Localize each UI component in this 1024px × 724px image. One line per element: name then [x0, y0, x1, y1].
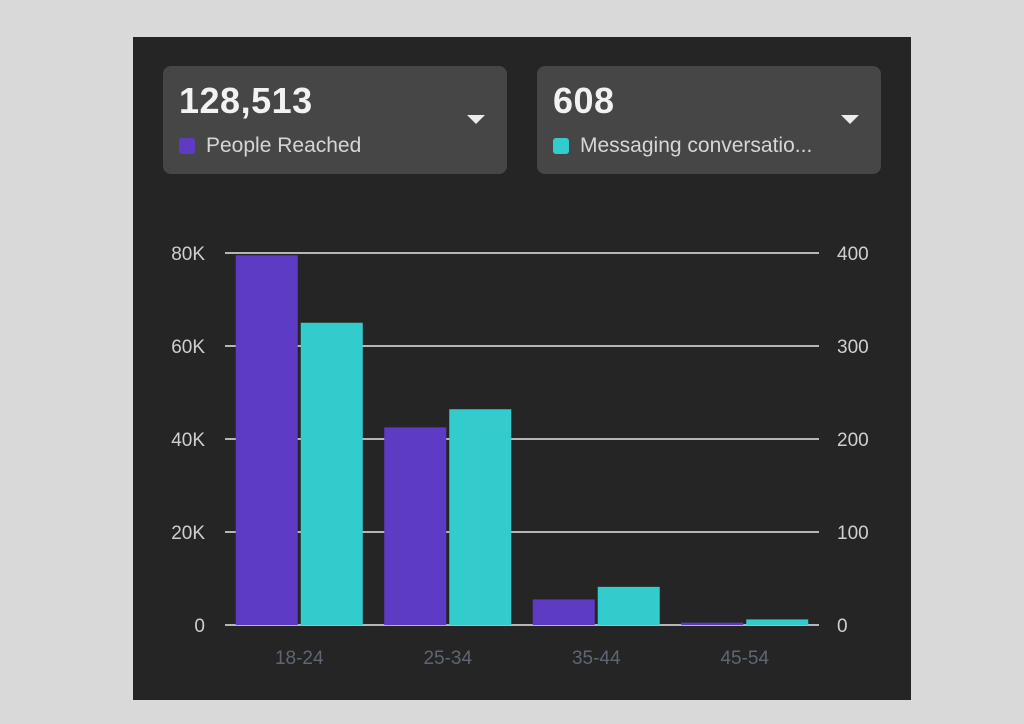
bar-messaging-25-34: [449, 409, 512, 625]
x-tick-label: 45-54: [720, 648, 769, 669]
metric-legend: People Reached: [179, 134, 362, 157]
y-left-tick-label: 60K: [171, 337, 205, 358]
y-right-tick-label: 400: [837, 244, 869, 265]
chevron-down-icon[interactable]: [841, 115, 859, 124]
bar-people-reached-45-54: [681, 622, 744, 625]
chart-panel: 128,513 People Reached 608 Messaging con…: [133, 37, 911, 700]
x-tick-label: 18-24: [275, 648, 324, 669]
metric-value: 608: [553, 80, 615, 121]
metric-label: Messaging conversatio...: [580, 134, 813, 157]
metric-card-people-reached[interactable]: 128,513 People Reached: [163, 66, 507, 174]
y-right-tick-label: 0: [837, 616, 848, 637]
bar-people-reached-25-34: [384, 427, 447, 625]
bar-messaging-45-54: [746, 619, 809, 625]
y-right-tick-label: 300: [837, 337, 869, 358]
bar-people-reached-35-44: [532, 599, 595, 625]
bar-messaging-35-44: [597, 586, 660, 625]
metric-legend: Messaging conversatio...: [553, 134, 813, 157]
y-right-tick-label: 100: [837, 523, 869, 544]
y-left-tick-label: 80K: [171, 244, 205, 265]
x-tick-label: 25-34: [423, 648, 472, 669]
y-left-tick-label: 40K: [171, 430, 205, 451]
bar-messaging-18-24: [300, 322, 363, 625]
bar-chart: 0 0 20K 100 40K 200 60K 300 80K 400 18-24 25-34 35-4…: [171, 244, 869, 669]
y-left-tick-label: 20K: [171, 523, 205, 544]
legend-swatch: [179, 138, 195, 154]
metric-label: People Reached: [206, 134, 362, 157]
y-right-tick-label: 200: [837, 430, 869, 451]
y-left-tick-label: 0: [194, 616, 205, 637]
bar-people-reached-18-24: [235, 255, 298, 625]
legend-swatch: [553, 138, 569, 154]
metric-card-messaging-conversations[interactable]: 608 Messaging conversatio...: [537, 66, 881, 174]
chevron-down-icon[interactable]: [467, 115, 485, 124]
x-tick-label: 35-44: [572, 648, 621, 669]
metric-value: 128,513: [179, 80, 313, 121]
